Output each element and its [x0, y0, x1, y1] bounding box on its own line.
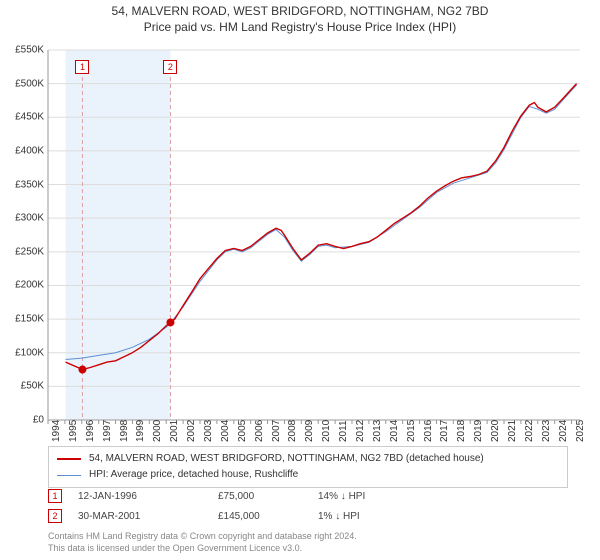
y-axis-label: £150K [4, 314, 44, 325]
footer-line1: Contains HM Land Registry data © Crown c… [48, 530, 357, 542]
transaction-delta: 1% ↓ HPI [318, 511, 438, 522]
table-row: 2 30-MAR-2001 £145,000 1% ↓ HPI [48, 506, 438, 526]
x-axis-label: 2021 [507, 420, 518, 442]
x-axis-label: 1998 [119, 420, 130, 442]
footer-attribution: Contains HM Land Registry data © Crown c… [48, 530, 357, 554]
x-axis-label: 2015 [406, 420, 417, 442]
x-axis-label: 2022 [524, 420, 535, 442]
y-axis-label: £450K [4, 112, 44, 123]
x-axis-label: 2013 [372, 420, 383, 442]
legend-item-pricepaid: 54, MALVERN ROAD, WEST BRIDGFORD, NOTTIN… [57, 451, 559, 467]
x-axis-label: 2006 [254, 420, 265, 442]
x-axis-label: 2025 [575, 420, 586, 442]
y-axis-label: £350K [4, 179, 44, 190]
x-axis-label: 1995 [68, 420, 79, 442]
transaction-marker: 2 [163, 60, 177, 74]
x-axis-label: 2017 [439, 420, 450, 442]
x-axis-label: 2000 [152, 420, 163, 442]
table-row: 1 12-JAN-1996 £75,000 14% ↓ HPI [48, 486, 438, 506]
transaction-marker: 1 [75, 60, 89, 74]
legend-swatch-hpi [57, 475, 81, 476]
chart-title-block: 54, MALVERN ROAD, WEST BRIDGFORD, NOTTIN… [0, 0, 600, 34]
transaction-delta: 14% ↓ HPI [318, 491, 438, 502]
x-axis-label: 1996 [85, 420, 96, 442]
legend-label-pricepaid: 54, MALVERN ROAD, WEST BRIDGFORD, NOTTIN… [89, 451, 484, 467]
y-axis-label: £200K [4, 280, 44, 291]
x-axis-label: 2004 [220, 420, 231, 442]
y-axis-label: £50K [4, 381, 44, 392]
legend: 54, MALVERN ROAD, WEST BRIDGFORD, NOTTIN… [48, 446, 568, 488]
x-axis-label: 1999 [135, 420, 146, 442]
y-axis-label: £0 [4, 415, 44, 426]
x-axis-label: 2020 [490, 420, 501, 442]
chart-title: 54, MALVERN ROAD, WEST BRIDGFORD, NOTTIN… [0, 4, 600, 18]
x-axis-label: 1997 [102, 420, 113, 442]
legend-label-hpi: HPI: Average price, detached house, Rush… [89, 467, 298, 483]
x-axis-label: 1994 [51, 420, 62, 442]
x-axis-label: 2002 [186, 420, 197, 442]
x-axis-label: 2016 [423, 420, 434, 442]
transaction-date: 30-MAR-2001 [78, 511, 218, 522]
x-axis-label: 2011 [338, 420, 349, 442]
y-axis-label: £400K [4, 145, 44, 156]
y-axis-label: £500K [4, 78, 44, 89]
x-axis-label: 2014 [389, 420, 400, 442]
y-axis-label: £250K [4, 246, 44, 257]
x-axis-label: 2023 [541, 420, 552, 442]
transaction-price: £75,000 [218, 491, 318, 502]
x-axis-label: 2009 [304, 420, 315, 442]
footer-line2: This data is licensed under the Open Gov… [48, 542, 357, 554]
y-axis-label: £300K [4, 213, 44, 224]
x-axis-label: 2018 [456, 420, 467, 442]
chart-subtitle: Price paid vs. HM Land Registry's House … [0, 20, 600, 34]
transaction-price: £145,000 [218, 511, 318, 522]
transactions-table: 1 12-JAN-1996 £75,000 14% ↓ HPI 2 30-MAR… [48, 486, 438, 526]
x-axis-label: 2024 [558, 420, 569, 442]
legend-item-hpi: HPI: Average price, detached house, Rush… [57, 467, 559, 483]
transaction-marker-icon: 1 [48, 489, 62, 503]
x-axis-label: 2003 [203, 420, 214, 442]
y-axis-label: £550K [4, 45, 44, 56]
x-axis-label: 2008 [287, 420, 298, 442]
transaction-date: 12-JAN-1996 [78, 491, 218, 502]
x-axis-label: 2019 [473, 420, 484, 442]
x-axis-label: 2010 [321, 420, 332, 442]
transaction-marker-icon: 2 [48, 509, 62, 523]
chart-svg [0, 40, 600, 440]
y-axis-label: £100K [4, 347, 44, 358]
x-axis-label: 2005 [237, 420, 248, 442]
x-axis-label: 2001 [169, 420, 180, 442]
x-axis-label: 2012 [355, 420, 366, 442]
x-axis-label: 2007 [271, 420, 282, 442]
chart-area: £0 £50K £100K £150K £200K £250K £300K £350K £400… [0, 40, 600, 440]
legend-swatch-pricepaid [57, 458, 81, 460]
